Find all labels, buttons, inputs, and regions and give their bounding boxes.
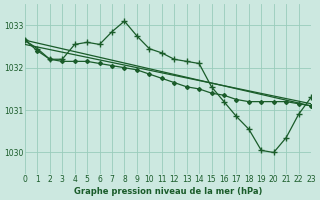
X-axis label: Graphe pression niveau de la mer (hPa): Graphe pression niveau de la mer (hPa) xyxy=(74,187,262,196)
